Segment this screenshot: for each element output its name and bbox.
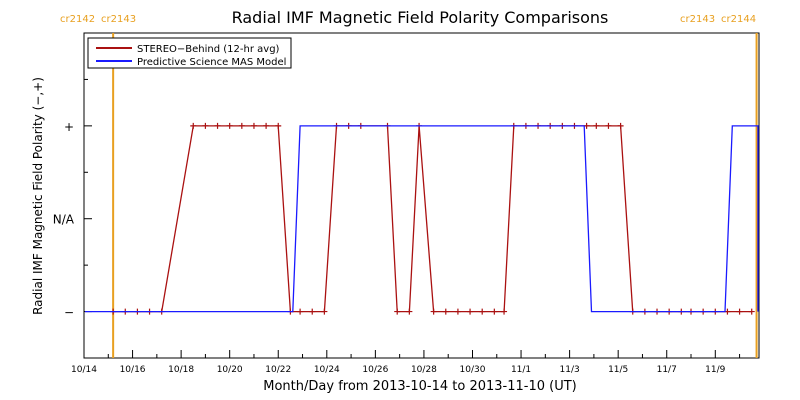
series-point-0-15	[309, 308, 316, 315]
series-point-0-25	[442, 308, 449, 315]
series-point-0-16	[321, 308, 328, 315]
y-axis: + N/A −	[53, 32, 92, 359]
series-group	[85, 122, 759, 315]
x-tick-label-2: 10/18	[168, 365, 194, 375]
x-tick-label-5: 10/24	[314, 365, 340, 375]
series-point-0-12	[275, 122, 282, 129]
series-point-0-5	[190, 122, 197, 129]
series-line-1	[85, 125, 759, 313]
series-point-0-7	[214, 122, 221, 129]
x-tick-label-8: 10/30	[460, 365, 486, 375]
x-axis-label: Month/Day from 2013-10-14 to 2013-11-10 …	[263, 379, 576, 394]
x-tick-label-10: 11/3	[560, 365, 580, 375]
x-tick-label-13: 11/9	[705, 365, 725, 375]
carrington-label-left-1: cr2143	[680, 14, 715, 25]
series-point-0-10	[250, 122, 257, 129]
series-point-0-40	[617, 122, 624, 129]
y-tick-label-2: −	[64, 306, 74, 320]
series-point-0-30	[501, 308, 508, 315]
series-point-0-14	[297, 308, 304, 315]
series-point-0-26	[454, 308, 461, 315]
series-point-0-28	[479, 308, 486, 315]
x-tick-label-4: 10/22	[265, 365, 291, 375]
series-point-0-8	[226, 122, 233, 129]
legend-label-stereo: STEREO−Behind (12-hr avg)	[137, 44, 280, 55]
legend-label-mas: Predictive Science MAS Model	[137, 57, 286, 68]
carrington-marker-lines	[112, 33, 758, 358]
series-point-0-21	[394, 308, 401, 315]
chart-title: Radial IMF Magnetic Field Polarity Compa…	[232, 8, 609, 27]
x-tick-label-11: 11/5	[608, 365, 628, 375]
x-tick-label-3: 10/20	[217, 365, 243, 375]
y-axis-label: Radial IMF Magnetic Field Polarity (−,+)	[31, 77, 45, 315]
x-tick-label-12: 11/7	[657, 365, 677, 375]
series-point-0-29	[491, 308, 498, 315]
x-tick-label-9: 11/1	[511, 365, 531, 375]
series-point-0-51	[748, 308, 755, 315]
series-line-0	[113, 125, 752, 313]
series-point-0-50	[736, 308, 743, 315]
legend-box	[87, 37, 292, 69]
series-point-0-38	[593, 122, 600, 129]
carrington-label-right-0: cr2143	[101, 14, 136, 25]
x-tick-label-0: 10/14	[71, 365, 97, 375]
legend: STEREO−Behind (12-hr avg) Predictive Sci…	[87, 37, 292, 69]
plot-frame	[83, 32, 760, 359]
series-point-0-39	[605, 122, 612, 129]
series-point-0-27	[467, 308, 474, 315]
series-point-0-24	[430, 308, 437, 315]
carrington-label-right-1: cr2144	[721, 14, 756, 25]
series-point-0-11	[263, 122, 270, 129]
series-point-0-9	[238, 122, 245, 129]
y-tick-label-0: +	[64, 120, 74, 134]
x-tick-label-7: 10/28	[411, 365, 437, 375]
series-point-0-22	[406, 308, 413, 315]
series-point-0-6	[202, 122, 209, 129]
carrington-labels: cr2142 cr2143 cr2143 cr2144	[60, 14, 756, 25]
x-axis: 10/14 10/16 10/18 10/20 10/22 10/24 10/26 10/28…	[71, 350, 741, 375]
carrington-label-left-0: cr2142	[60, 14, 95, 25]
y-tick-label-1: N/A	[53, 213, 75, 227]
x-tick-label-1: 10/16	[120, 365, 146, 375]
x-tick-label-6: 10/26	[362, 365, 388, 375]
